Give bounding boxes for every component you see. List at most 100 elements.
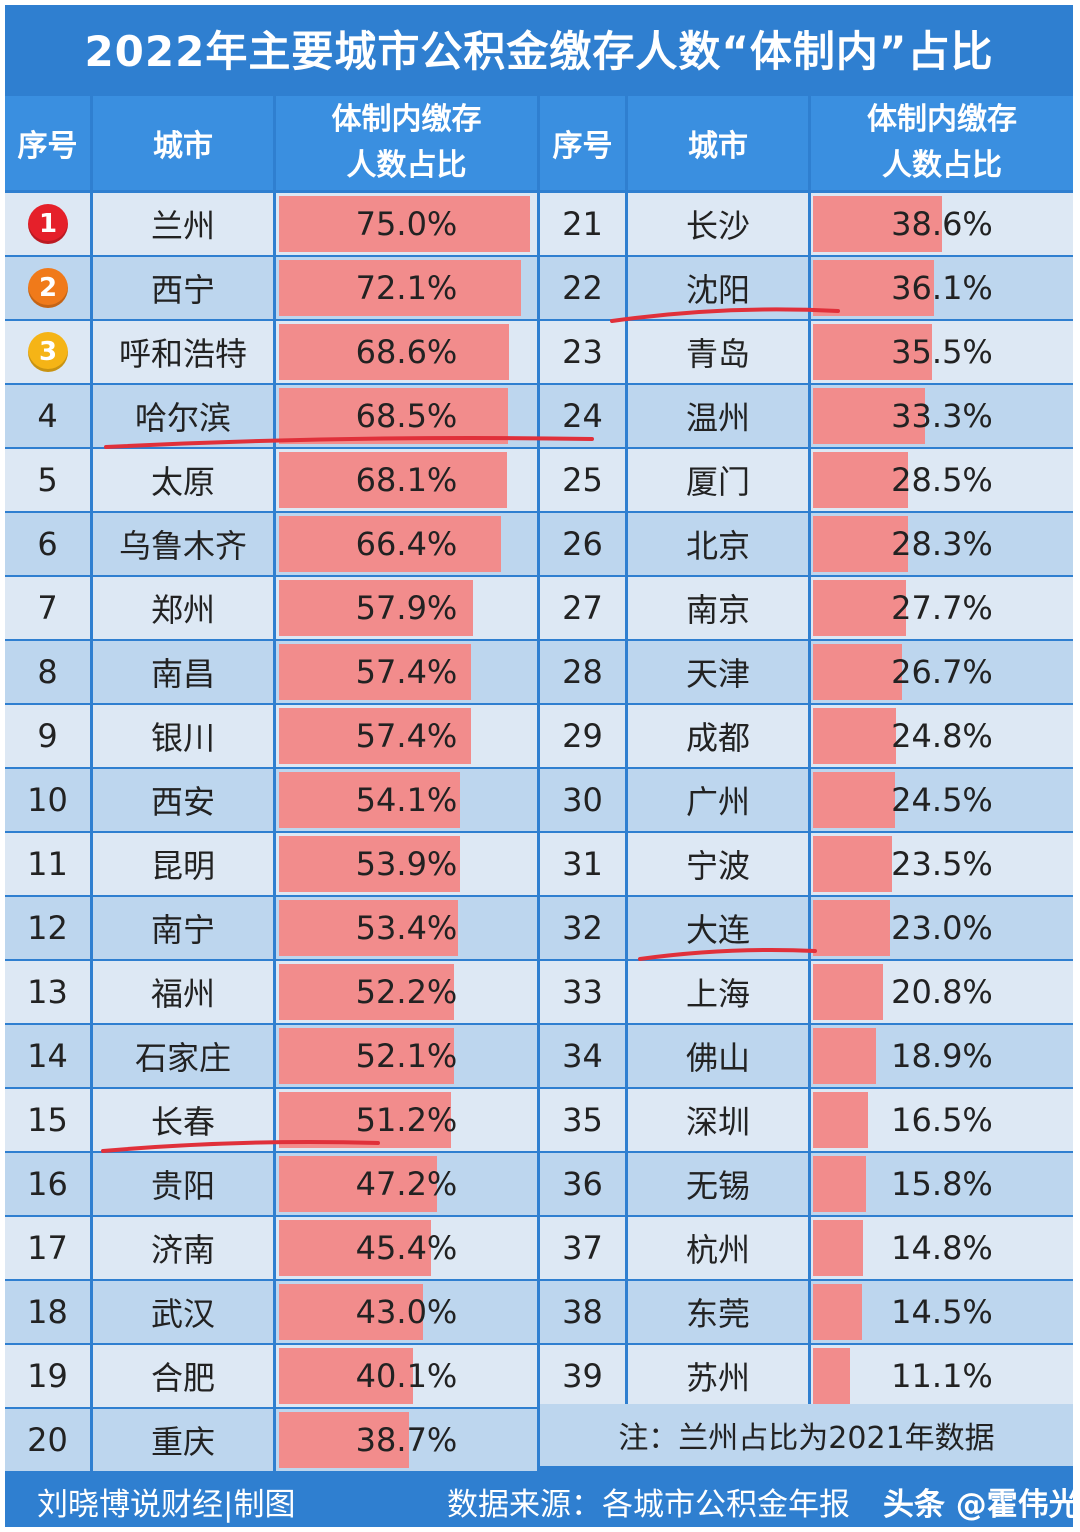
rank-medal-icon: 2 [28,268,68,308]
row-cell-bg [93,897,273,959]
watermark: 头条 @霍伟光 [883,1487,1080,1523]
header-share-right-line2: 人数占比 [882,148,1002,183]
row-cell-bg [5,897,90,959]
row-cell-bg [540,513,625,575]
header-rank-right-label: 序号 [552,129,613,164]
row-cell-bg [93,961,273,1023]
row-cell-bg [93,321,273,383]
city-cell: 郑州 [150,591,215,629]
rank-cell: 10 [27,781,68,819]
row-cell-bg [5,1089,90,1151]
footer: 刘晓博说财经|制图 数据来源：各城市公积金年报 头条 @霍伟光 [5,1467,1080,1527]
rank-cell: 15 [27,1101,68,1139]
share-bar [279,772,460,828]
share-value-label: 57.9% [355,589,458,627]
rank-cell: 27 [562,589,603,627]
share-value-label: 15.8% [891,1165,993,1203]
row-cell-bg [540,1217,625,1279]
row-cell-bg [540,449,625,511]
share-bar [279,260,521,316]
share-value-label: 20.8% [891,973,993,1011]
row-cell-bg [5,1217,90,1279]
row-cell-bg [540,833,625,895]
row-cell-bg [5,513,90,575]
share-value-label: 28.5% [891,461,993,499]
city-cell: 长沙 [685,207,750,245]
rank-cell: 7 [37,589,58,627]
header-city-right-label: 城市 [688,129,748,164]
share-bar [813,1156,866,1212]
rank-cell: 20 [27,1421,68,1459]
row-cell-bg [93,577,273,639]
city-cell: 温州 [685,399,750,437]
city-cell: 南昌 [150,655,215,693]
row-cell-bg [5,577,90,639]
share-value-label: 53.9% [355,845,458,883]
share-bar [813,260,934,316]
row-cell-bg [93,1025,273,1087]
share-value-label: 23.0% [891,909,993,947]
row-cell-bg [628,705,808,767]
share-value-label: 52.1% [355,1037,458,1075]
share-value-label: 68.6% [355,333,458,371]
share-value-label: 54.1% [355,781,458,819]
share-bar [279,708,471,764]
footer-credit: 刘晓博说财经|制图 [37,1487,296,1523]
share-value-label: 40.1% [355,1357,458,1395]
row-cell-bg [5,769,90,831]
rank-cell: 4 [37,397,58,435]
share-bar [279,1348,413,1404]
row-cell-bg [540,705,625,767]
row-cell-bg [628,833,808,895]
header-share-left-line1: 体制内缴存 [331,102,482,137]
row-cell-bg [93,705,273,767]
share-value-label: 33.3% [891,397,993,435]
city-cell: 济南 [150,1231,215,1269]
share-value-label: 23.5% [891,845,993,883]
share-bar [279,1284,423,1340]
row-cell-bg [540,577,625,639]
share-value-label: 53.4% [355,909,458,947]
header-share-left: 体制内缴存 人数占比 [276,96,537,190]
row-cell-bg [628,449,808,511]
city-cell: 大连 [685,911,750,949]
city-cell: 东莞 [685,1295,750,1333]
share-bar [813,580,906,636]
share-bar [813,1220,863,1276]
rank-cell: 23 [562,333,603,371]
row-cell-bg [540,641,625,703]
share-value-label: 35.5% [891,333,993,371]
row-cell-bg [811,1345,1073,1407]
header-share-right-line1: 体制内缴存 [867,102,1017,137]
header-city-left-label: 城市 [153,129,213,164]
share-bar [813,644,902,700]
city-cell: 深圳 [685,1103,750,1141]
share-value-label: 72.1% [355,269,458,307]
rank-cell: 37 [562,1229,603,1267]
rank-cell: 32 [562,909,603,947]
header-share-right: 体制内缴存 人数占比 [811,96,1073,190]
share-value-label: 28.3% [891,525,993,563]
share-value-label: 51.2% [355,1101,458,1139]
city-cell: 长春 [150,1103,215,1141]
share-value-label: 24.8% [891,717,993,755]
header-city-left: 城市 [93,96,273,190]
header-share-left-line2: 人数占比 [346,148,467,183]
share-bar [813,516,908,572]
share-value-label: 26.7% [891,653,993,691]
row-cell-bg [628,321,808,383]
city-cell: 呼和浩特 [118,335,247,373]
row-cell-bg [5,641,90,703]
row-cell-bg [540,321,625,383]
row-cell-bg [93,1217,273,1279]
header-rank-left-label: 序号 [17,129,78,164]
city-cell: 南京 [685,591,750,629]
share-value-label: 38.6% [891,205,993,243]
row-cell-bg [628,577,808,639]
share-value-label: 18.9% [891,1037,993,1075]
row-cell-bg [540,1025,625,1087]
header-city-right: 城市 [628,96,808,190]
row-cell-bg [628,1217,808,1279]
row-cell-bg [628,513,808,575]
share-value-label: 68.1% [355,461,458,499]
